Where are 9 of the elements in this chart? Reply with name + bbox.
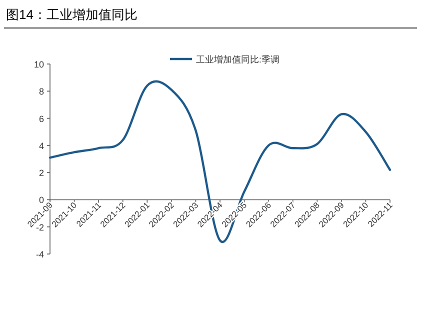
y-tick-label: 8: [38, 86, 44, 97]
y-tick-label: -4: [36, 250, 44, 260]
legend-label: 工业增加值同比:季调: [196, 54, 280, 64]
y-tick-label: 10: [34, 60, 44, 70]
y-tick-label: 2: [38, 168, 44, 178]
y-tick-label: 6: [38, 114, 44, 124]
chart-title: 图14：工业增加值同比: [6, 7, 138, 22]
y-tick-label: 0: [38, 195, 44, 206]
y-tick-label: 4: [38, 140, 44, 151]
